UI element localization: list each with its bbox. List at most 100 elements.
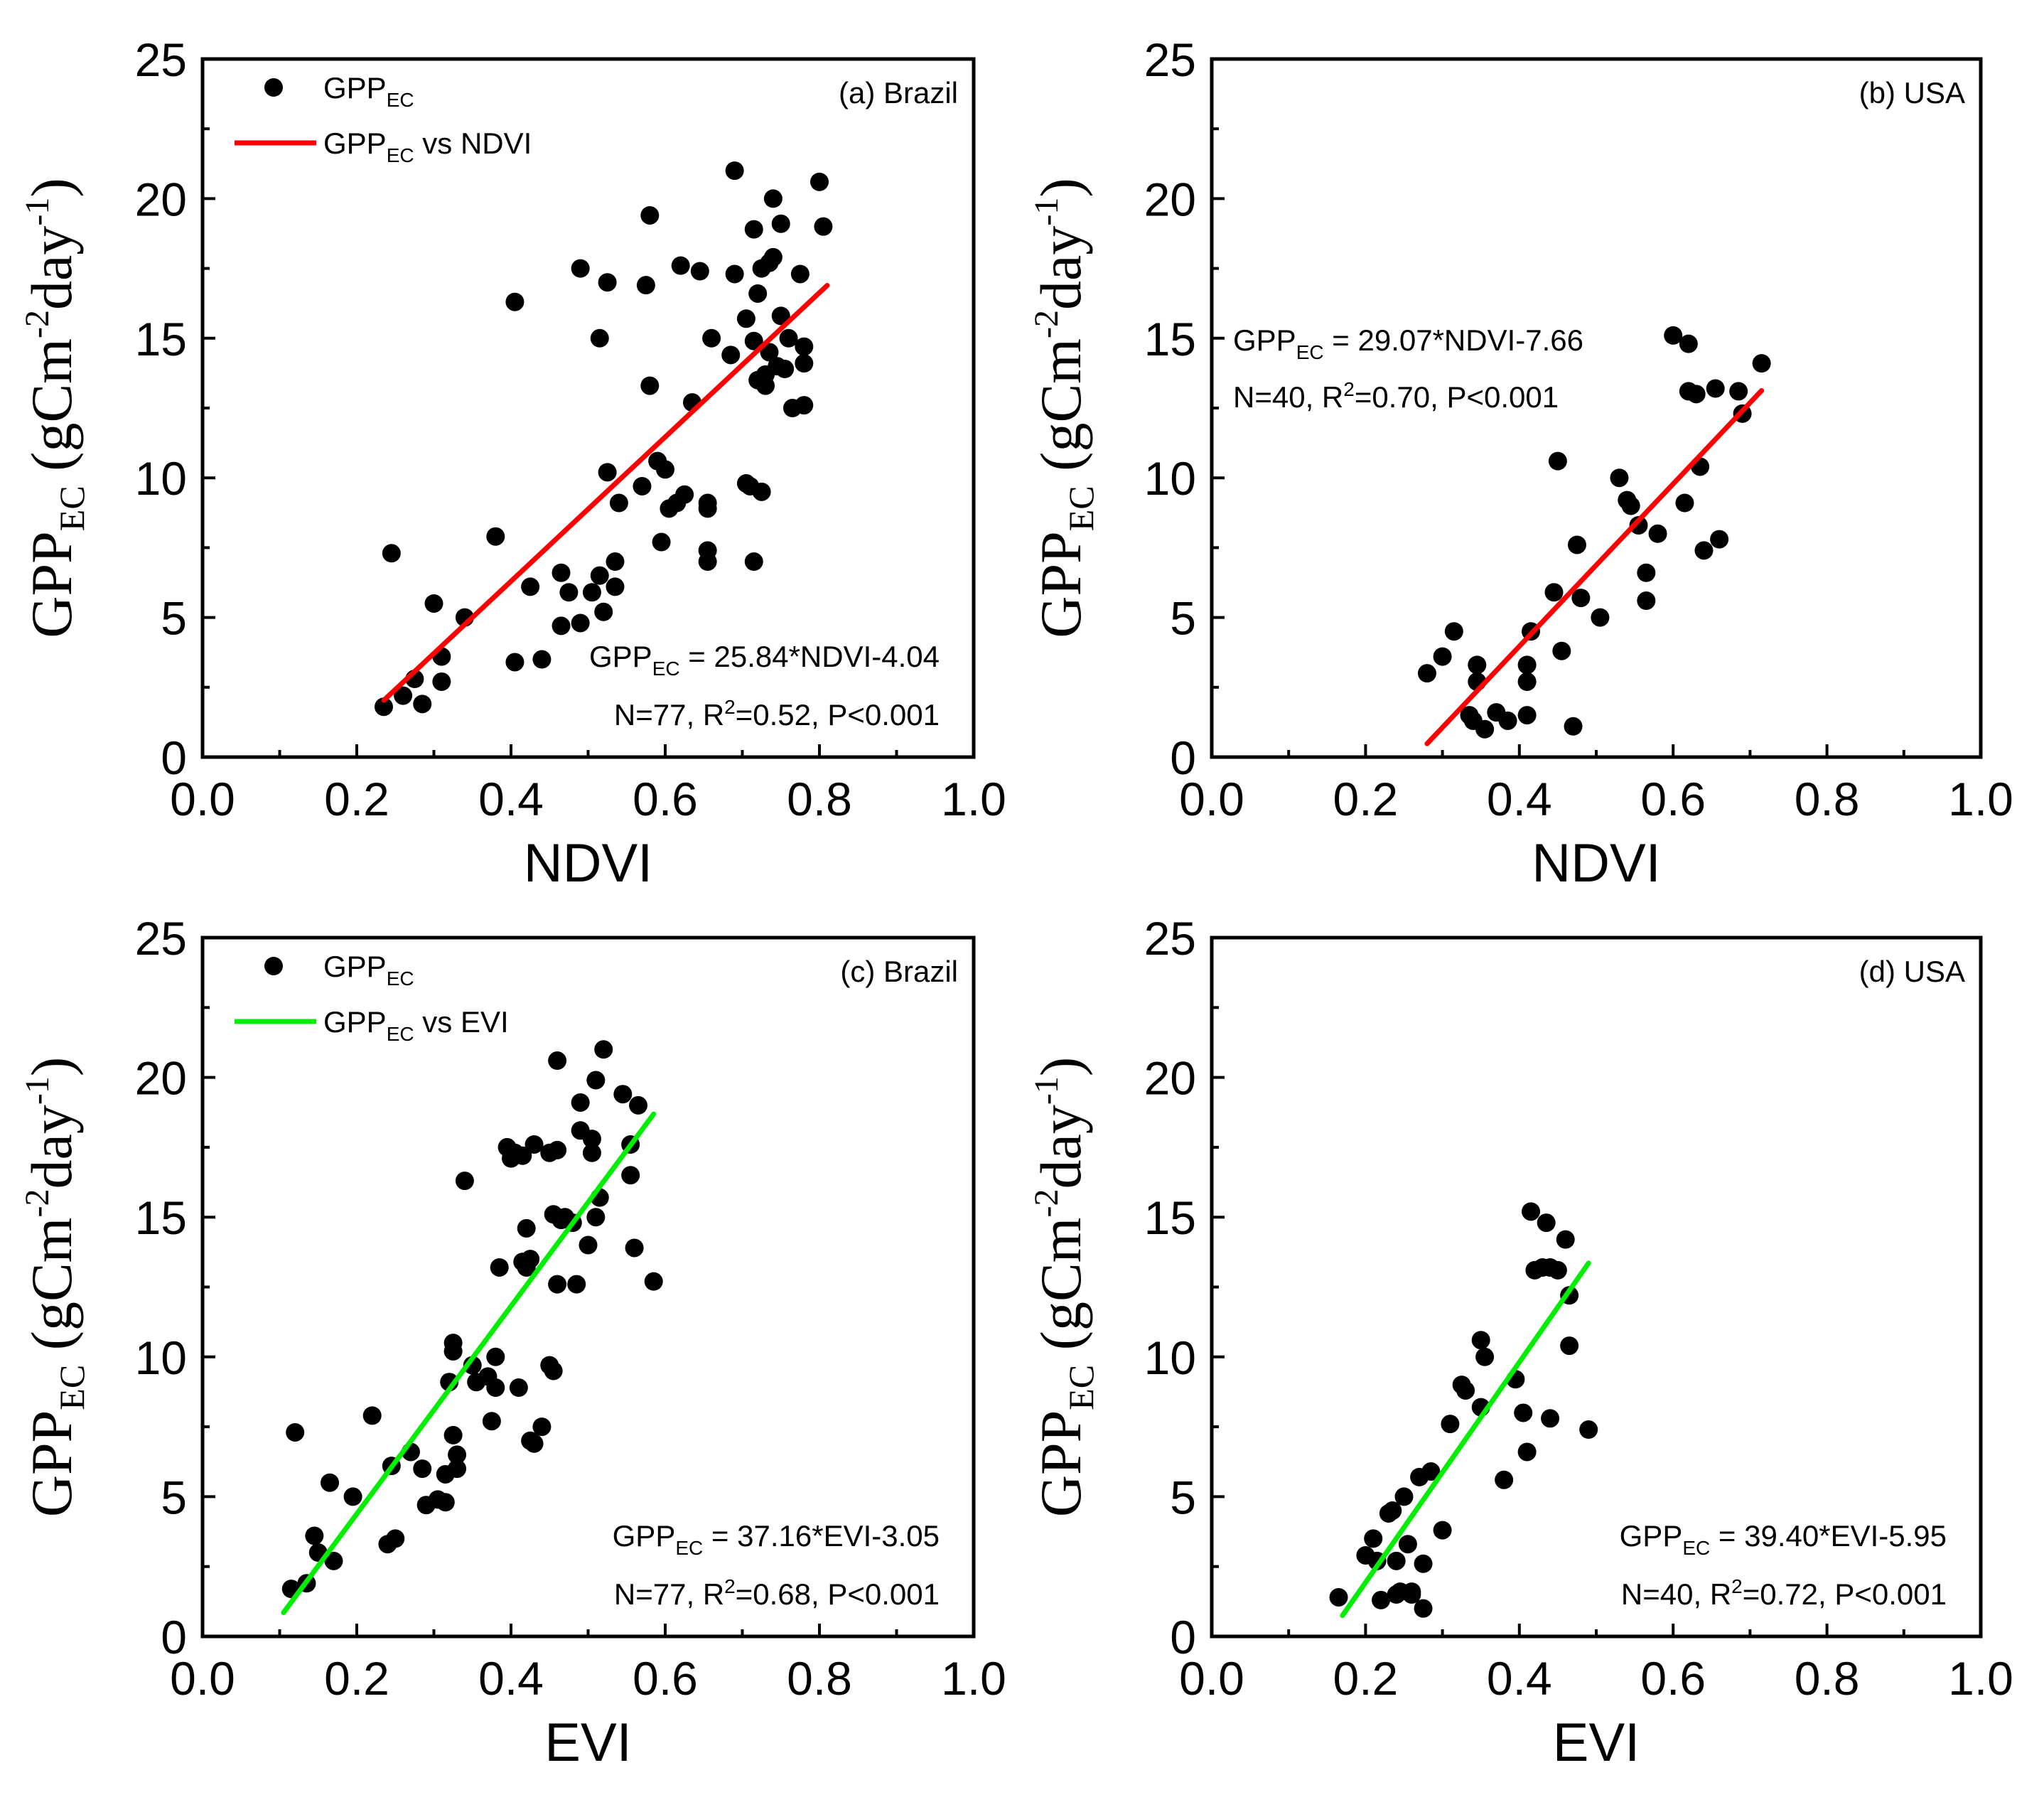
x-axis-label: EVI xyxy=(1553,1712,1640,1773)
eq-sub: EC xyxy=(675,1537,703,1559)
y-axis-label: GPPEC (gCm-2day-1) xyxy=(18,178,92,638)
y-tick-label: 5 xyxy=(1170,592,1196,645)
data-point xyxy=(1414,1554,1433,1573)
stats-sup: 2 xyxy=(1343,378,1355,400)
data-point xyxy=(1694,541,1714,560)
data-point xyxy=(763,247,782,267)
y-tick-label: 0 xyxy=(1170,731,1196,784)
data-point xyxy=(1621,496,1640,515)
data-point xyxy=(1544,583,1564,602)
data-point xyxy=(505,653,525,672)
data-point xyxy=(582,1130,601,1149)
data-points xyxy=(1329,1202,1598,1618)
data-point xyxy=(752,482,771,501)
stats-pre: N=40, R xyxy=(1621,1577,1731,1611)
data-point xyxy=(698,493,717,513)
y-tick-label: 25 xyxy=(135,912,187,965)
data-point xyxy=(744,331,763,350)
y-tick-label: 5 xyxy=(161,1471,187,1523)
x-tick-label: 0.0 xyxy=(170,1652,235,1705)
x-tick-label: 1.0 xyxy=(941,773,1006,825)
y-label-close: ) xyxy=(19,178,84,197)
data-point xyxy=(594,602,613,621)
data-point xyxy=(613,1085,633,1104)
data-point xyxy=(324,1551,343,1570)
data-point xyxy=(640,376,660,395)
y-label-unit: (gCm xyxy=(1028,338,1093,486)
data-point xyxy=(736,309,755,328)
data-point xyxy=(1417,664,1436,683)
data-point xyxy=(629,1095,648,1115)
fit-line xyxy=(1340,1260,1591,1619)
x-axis-label: NDVI xyxy=(524,833,653,894)
data-point xyxy=(690,262,709,281)
data-point xyxy=(606,577,625,596)
fit-equation: GPPEC = 25.84*NDVI-4.04 xyxy=(589,640,940,680)
data-point xyxy=(1752,354,1771,373)
eq-sub: EC xyxy=(1296,341,1324,363)
eq-main: GPP xyxy=(613,1519,676,1553)
x-tick-label: 0.2 xyxy=(1333,773,1399,825)
panel-label: (c) Brazil xyxy=(840,955,958,988)
data-point xyxy=(1548,1260,1567,1280)
data-point xyxy=(698,552,717,572)
data-point xyxy=(702,328,721,348)
data-point xyxy=(532,1417,552,1437)
data-point xyxy=(513,1146,532,1165)
x-tick-label: 0.4 xyxy=(1487,773,1552,825)
y-axis-label: GPPEC (gCm-2day-1) xyxy=(1028,1057,1101,1517)
data-point xyxy=(795,337,814,356)
y-label-close: ) xyxy=(1028,178,1093,197)
y-tick-label: 15 xyxy=(135,313,187,365)
data-point xyxy=(621,1166,640,1185)
x-tick-label: 0.2 xyxy=(324,773,389,825)
eq-rest: = 37.16*EVI-3.05 xyxy=(703,1519,940,1553)
y-tick-label: 10 xyxy=(135,452,187,505)
data-point xyxy=(795,354,814,373)
data-point xyxy=(525,1434,544,1453)
data-point xyxy=(1637,563,1656,582)
data-point xyxy=(1433,1521,1452,1540)
data-point xyxy=(1556,1230,1575,1249)
data-point xyxy=(1498,711,1517,730)
data-point xyxy=(779,328,798,348)
data-point xyxy=(1468,655,1487,675)
data-point xyxy=(609,493,628,513)
data-point xyxy=(1329,1587,1348,1607)
y-label-exp: -2 xyxy=(1028,310,1065,338)
data-point xyxy=(571,259,590,278)
eq-rest: = 25.84*NDVI-4.04 xyxy=(680,640,940,673)
y-label-exp: -1 xyxy=(18,198,56,226)
fit-equation: GPPEC = 29.07*NDVI-7.66 xyxy=(1233,323,1583,363)
y-tick-label: 20 xyxy=(135,173,187,225)
x-tick-label: 0.4 xyxy=(478,1652,544,1705)
data-point xyxy=(640,205,660,225)
fit-stats: N=40, R2=0.70, P<0.001 xyxy=(1233,378,1559,414)
legend-main: GPP xyxy=(323,1005,387,1039)
data-point xyxy=(552,616,571,636)
data-point xyxy=(1471,1331,1490,1350)
y-tick-label: 15 xyxy=(135,1191,187,1244)
y-tick-label: 25 xyxy=(135,33,187,86)
fit-line xyxy=(281,1111,657,1616)
data-point xyxy=(582,583,601,602)
data-point xyxy=(490,1258,509,1277)
y-axis-label: GPPEC (gCm-2day-1) xyxy=(18,1057,92,1517)
data-point xyxy=(586,1208,606,1227)
x-tick-label: 0.2 xyxy=(1333,1652,1399,1705)
data-point xyxy=(1517,1442,1537,1462)
y-label-unit: (gCm xyxy=(19,1218,84,1365)
data-point xyxy=(744,220,763,239)
stats-post: =0.68, P<0.001 xyxy=(736,1577,940,1611)
data-point xyxy=(486,527,505,546)
data-point xyxy=(571,613,590,633)
data-point xyxy=(1567,535,1586,554)
data-point xyxy=(748,284,768,303)
data-point xyxy=(1679,334,1698,353)
y-label-main: GPP xyxy=(19,1410,84,1517)
x-tick-label: 0.0 xyxy=(1179,773,1244,825)
data-point xyxy=(590,328,609,348)
